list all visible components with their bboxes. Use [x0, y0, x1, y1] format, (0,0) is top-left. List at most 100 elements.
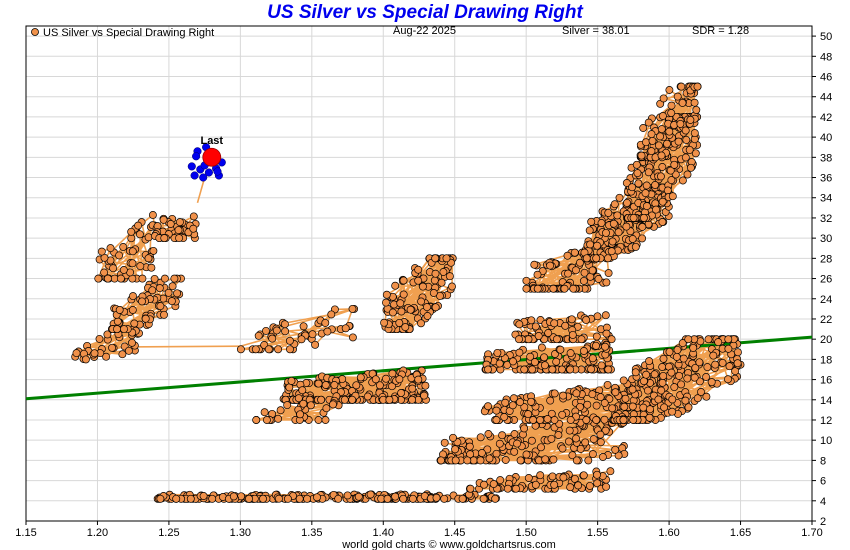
data-point — [251, 345, 260, 354]
data-point — [280, 320, 289, 329]
data-point — [702, 392, 711, 401]
data-point — [677, 380, 686, 389]
data-point — [619, 376, 628, 385]
data-point — [124, 346, 133, 355]
data-point — [458, 494, 467, 503]
y-tick-label: 18 — [820, 354, 832, 366]
data-point — [406, 305, 415, 314]
data-point — [348, 395, 357, 404]
data-point — [500, 413, 509, 421]
data-point — [679, 354, 688, 363]
x-tick-label: 1.30 — [230, 527, 251, 539]
data-point — [659, 371, 668, 380]
data-point — [128, 247, 137, 256]
data-point — [508, 401, 517, 410]
data-point — [602, 482, 611, 491]
data-point — [311, 340, 320, 349]
data-point — [524, 474, 533, 482]
data-point — [668, 407, 677, 416]
data-point — [160, 234, 169, 243]
data-point — [495, 439, 504, 448]
data-point — [113, 325, 121, 334]
data-point — [138, 297, 146, 306]
data-point — [129, 292, 137, 301]
data-point — [577, 335, 586, 344]
data-point — [593, 312, 602, 321]
data-point — [513, 439, 522, 448]
x-tick-label: 1.25 — [158, 527, 179, 539]
data-point — [714, 338, 723, 347]
data-point — [463, 456, 472, 465]
data-point — [531, 480, 540, 489]
data-point — [667, 368, 676, 377]
data-point — [638, 223, 647, 231]
data-point — [593, 470, 601, 479]
data-point — [423, 303, 431, 312]
data-point — [134, 221, 143, 230]
data-point — [534, 332, 543, 340]
data-point — [399, 290, 408, 299]
data-point — [536, 471, 545, 480]
data-point — [558, 410, 567, 419]
data-point — [619, 416, 628, 424]
data-point — [692, 105, 701, 114]
data-point — [709, 351, 718, 360]
y-tick-label: 32 — [820, 213, 832, 225]
data-point — [429, 289, 438, 297]
data-point — [660, 403, 669, 412]
data-point — [352, 381, 361, 390]
data-point — [643, 386, 652, 395]
data-point — [550, 319, 559, 328]
data-point — [254, 331, 263, 340]
data-point — [642, 138, 650, 147]
data-point — [703, 363, 712, 372]
data-point — [724, 344, 733, 353]
data-point — [530, 260, 539, 269]
data-point — [229, 492, 238, 501]
axis-layer: 1.15 1.20 1.25 1.30 1.35 1.40 1.45 1.50 1.55 1.60… — [15, 31, 832, 539]
data-point — [483, 445, 492, 454]
data-point — [430, 276, 439, 285]
data-point — [113, 317, 122, 326]
data-point — [673, 92, 682, 101]
data-point — [665, 347, 674, 356]
data-point — [516, 398, 524, 407]
data-point — [695, 358, 704, 367]
data-point — [663, 186, 672, 195]
data-point — [167, 297, 176, 306]
data-point — [94, 274, 103, 283]
data-point — [549, 455, 558, 464]
data-point — [673, 345, 682, 354]
data-point — [676, 119, 685, 128]
data-point — [579, 347, 588, 355]
data-point — [552, 357, 561, 366]
data-point — [665, 86, 674, 94]
x-tick-label: 1.60 — [658, 527, 679, 539]
data-point — [397, 389, 406, 397]
data-point — [594, 275, 603, 283]
data-point — [343, 491, 352, 500]
data-point — [391, 281, 400, 290]
data-point — [607, 335, 616, 344]
data-point — [646, 405, 654, 414]
data-point — [385, 395, 394, 404]
data-point — [593, 479, 602, 488]
data-point — [510, 447, 519, 456]
data-point — [295, 494, 304, 503]
legend-marker — [31, 28, 39, 36]
data-point — [588, 354, 597, 363]
x-tick-label: 1.15 — [15, 527, 36, 539]
data-point — [642, 202, 651, 211]
y-tick-label: 8 — [820, 455, 826, 467]
data-point — [659, 94, 668, 103]
data-point — [283, 494, 292, 503]
data-point — [408, 384, 417, 393]
data-point — [527, 316, 536, 325]
data-point — [644, 118, 653, 127]
y-tick-label: 40 — [820, 132, 832, 144]
data-point — [689, 343, 698, 352]
data-point — [702, 373, 711, 381]
data-point — [417, 297, 426, 306]
data-point — [252, 416, 261, 424]
y-tick-label: 46 — [820, 72, 832, 84]
